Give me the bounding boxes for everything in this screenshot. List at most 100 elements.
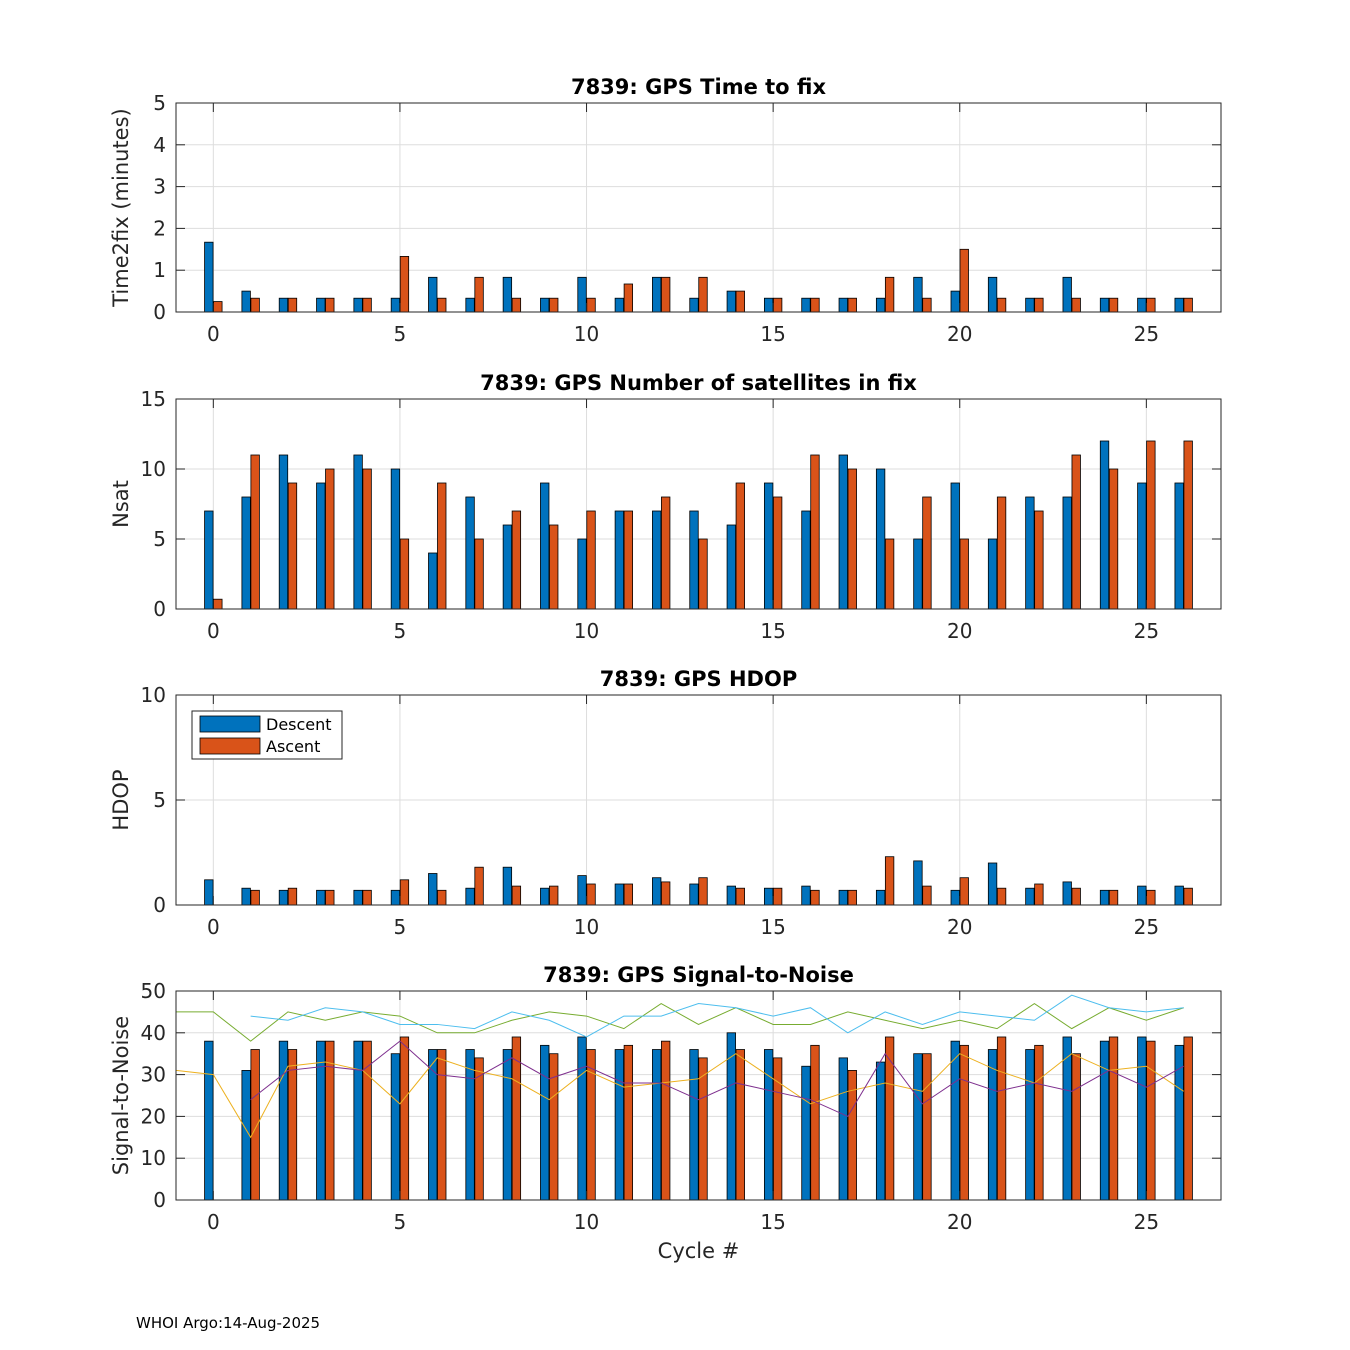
bar-descent-cycle-0 <box>204 1040 214 1201</box>
y-tick-label: 0 <box>153 893 166 917</box>
bar-descent-cycle-9 <box>540 482 550 610</box>
x-tick-label: 10 <box>574 1210 599 1234</box>
bar-ascent-cycle-26 <box>1183 887 1193 906</box>
bar-ascent-cycle-25 <box>1146 440 1156 610</box>
bar-descent-cycle-26 <box>1174 297 1184 313</box>
bar-descent-cycle-13 <box>689 883 699 906</box>
bar-ascent-cycle-7 <box>474 276 484 313</box>
bar-ascent-cycle-3 <box>325 468 335 610</box>
bar-ascent-cycle-20 <box>959 248 969 313</box>
bar-descent-cycle-5 <box>390 1053 401 1201</box>
bar-ascent-cycle-4 <box>362 889 372 906</box>
x-tick-label: 0 <box>207 1210 220 1234</box>
bar-descent-cycle-12 <box>652 877 662 906</box>
bar-descent-cycle-6 <box>428 552 438 610</box>
bar-ascent-cycle-16 <box>810 454 820 610</box>
bar-descent-cycle-24 <box>1099 1040 1110 1201</box>
bar-ascent-cycle-24 <box>1108 468 1119 610</box>
y-axis-label: HDOP <box>109 769 133 830</box>
bar-ascent-cycle-11 <box>623 1044 634 1201</box>
bar-ascent-cycle-5 <box>399 538 410 610</box>
bar-ascent-cycle-14 <box>735 290 745 313</box>
bar-descent-cycle-10 <box>577 276 587 313</box>
bar-descent-cycle-16 <box>801 510 811 610</box>
bar-descent-cycle-2 <box>278 1040 289 1201</box>
bar-ascent-cycle-12 <box>661 276 671 313</box>
legend-swatch-descent <box>199 715 261 733</box>
bar-descent-cycle-5 <box>390 889 401 906</box>
bar-ascent-cycle-9 <box>549 524 559 610</box>
bar-descent-cycle-0 <box>204 241 214 313</box>
bar-descent-cycle-3 <box>316 297 326 313</box>
chart-panel-2: 0 5 10 15 20 25 0 5 10 15 7839: GPS Number of sate… <box>109 371 1222 643</box>
bar-ascent-cycle-0 <box>213 301 223 313</box>
bar-descent-cycle-15 <box>763 482 774 610</box>
bar-ascent-cycle-12 <box>661 1040 671 1201</box>
x-tick-label: 15 <box>760 619 785 643</box>
bar-descent-cycle-17 <box>838 889 848 906</box>
snr-line-4 <box>250 1040 1184 1118</box>
bar-ascent-cycle-1 <box>250 297 260 313</box>
bar-ascent-cycle-10 <box>586 297 596 313</box>
bar-ascent-cycle-9 <box>549 885 559 906</box>
bar-ascent-cycle-22 <box>1034 883 1044 906</box>
bar-ascent-cycle-21 <box>996 496 1007 610</box>
bar-descent-cycle-7 <box>465 297 475 313</box>
bar-descent-cycle-21 <box>987 276 998 313</box>
bar-descent-cycle-1 <box>241 887 251 906</box>
bar-descent-cycle-23 <box>1062 881 1072 906</box>
bar-ascent-cycle-17 <box>847 889 857 906</box>
bar-descent-cycle-16 <box>801 297 811 313</box>
bar-ascent-cycle-21 <box>996 887 1007 906</box>
bar-descent-cycle-11 <box>614 297 625 313</box>
bar-descent-cycle-6 <box>428 276 438 313</box>
bar-descent-cycle-9 <box>540 297 550 313</box>
bar-descent-cycle-14 <box>726 290 736 313</box>
bar-ascent-cycle-18 <box>884 276 895 313</box>
x-tick-label: 0 <box>207 915 220 939</box>
bar-ascent-cycle-14 <box>735 482 745 610</box>
y-axis-label: Nsat <box>109 480 133 528</box>
bar-ascent-cycle-11 <box>623 510 634 610</box>
bar-descent-cycle-11 <box>614 510 625 610</box>
y-axis-label: Time2fix (minutes) <box>109 108 133 307</box>
bar-descent-cycle-10 <box>577 875 587 906</box>
bar-ascent-cycle-22 <box>1034 297 1044 313</box>
bar-descent-cycle-18 <box>875 1061 886 1201</box>
bar-descent-cycle-3 <box>316 1040 326 1201</box>
bar-descent-cycle-4 <box>353 889 363 906</box>
bar-descent-cycle-20 <box>950 482 960 610</box>
bar-ascent-cycle-20 <box>959 877 969 906</box>
bar-descent-cycle-1 <box>241 496 251 610</box>
bar-descent-cycle-19 <box>913 276 923 313</box>
bar-descent-cycle-14 <box>726 885 736 906</box>
bar-descent-cycle-7 <box>465 1049 475 1201</box>
y-tick-label: 0 <box>153 1188 166 1212</box>
bar-ascent-cycle-6 <box>437 1049 447 1201</box>
bar-descent-cycle-23 <box>1062 1036 1072 1201</box>
bar-descent-cycle-18 <box>875 889 886 906</box>
axes-box <box>175 102 1222 313</box>
bar-ascent-cycle-23 <box>1071 297 1081 313</box>
bar-descent-cycle-16 <box>801 885 811 906</box>
y-tick-label: 2 <box>153 216 166 240</box>
bar-ascent-cycle-22 <box>1034 510 1044 610</box>
bar-ascent-cycle-9 <box>549 297 559 313</box>
bar-descent-cycle-18 <box>875 468 886 610</box>
y-tick-label: 10 <box>141 1146 166 1170</box>
bar-descent-cycle-8 <box>502 1049 513 1201</box>
bar-descent-cycle-19 <box>913 538 923 610</box>
x-tick-label: 25 <box>1134 619 1159 643</box>
bar-descent-cycle-22 <box>1025 496 1035 610</box>
bar-ascent-cycle-13 <box>698 1057 708 1201</box>
bar-ascent-cycle-8 <box>511 1036 522 1201</box>
bar-ascent-cycle-25 <box>1146 297 1156 313</box>
bar-descent-cycle-1 <box>241 290 251 313</box>
bar-ascent-cycle-19 <box>922 297 932 313</box>
bar-ascent-cycle-24 <box>1108 1036 1119 1201</box>
bar-ascent-cycle-8 <box>511 885 522 906</box>
bar-ascent-cycle-4 <box>362 297 372 313</box>
bar-descent-cycle-22 <box>1025 1049 1035 1201</box>
bar-ascent-cycle-23 <box>1071 887 1081 906</box>
bar-ascent-cycle-16 <box>810 1044 820 1201</box>
